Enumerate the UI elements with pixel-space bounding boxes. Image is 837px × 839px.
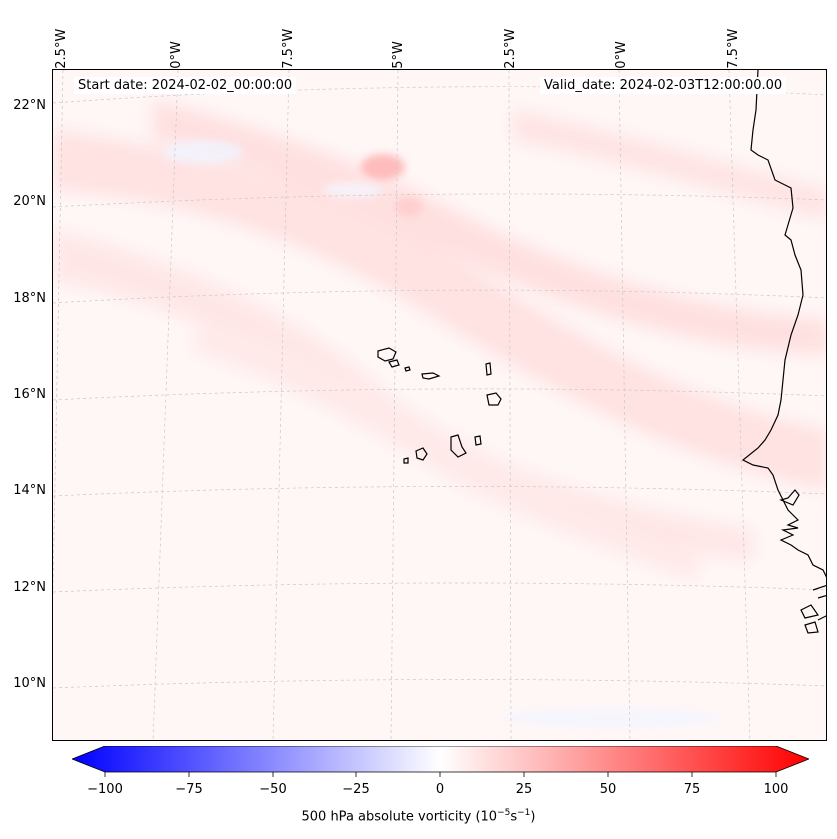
lat-label: 16°N	[13, 387, 46, 402]
colorbar-tick: −25	[342, 782, 370, 797]
island-outlines	[377, 347, 502, 464]
lat-label: 14°N	[13, 483, 46, 498]
colorbar-tick: 100	[763, 782, 789, 797]
valid-date-label: Valid_date: 2024-02-03T12:00:00.00	[540, 77, 787, 94]
lat-label: 10°N	[13, 676, 46, 691]
colorbar-tick: −100	[87, 782, 123, 797]
lat-label: 18°N	[13, 291, 46, 306]
lat-label: 22°N	[13, 98, 46, 113]
start-date-label: Start date: 2024-02-02_00:00:00	[74, 77, 297, 94]
colorbar-tick: −50	[259, 782, 287, 797]
colorbar-tick: 75	[683, 782, 701, 797]
colorbar	[72, 746, 809, 777]
coastline	[741, 70, 826, 634]
lat-label: 20°N	[13, 194, 46, 209]
colorbar-tick: 25	[515, 782, 533, 797]
map-panel	[52, 69, 827, 741]
colorbar-tick: 50	[599, 782, 617, 797]
colorbar-tick: 0	[435, 782, 445, 797]
colorbar-title: 500 hPa absolute vorticity (10−5s−1)	[301, 808, 536, 825]
lat-label: 12°N	[13, 580, 46, 595]
vorticity-field	[53, 70, 826, 740]
colorbar-tick: −75	[175, 782, 203, 797]
